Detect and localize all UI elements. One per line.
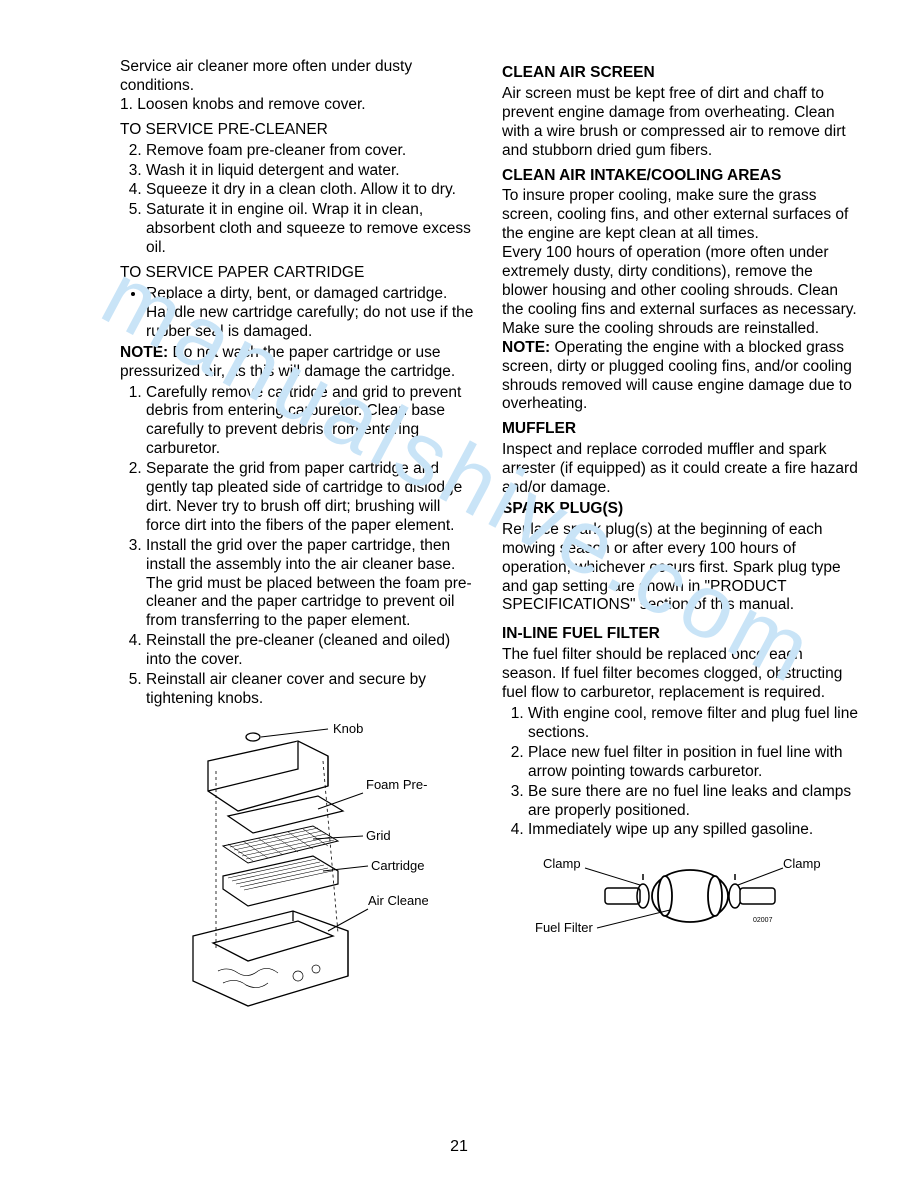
cartridge-list: Carefully remove cartridge and grid to p… [120,384,476,709]
precleaner-step: Squeeze it dry in a clean cloth. Allow i… [146,181,476,200]
svg-text:02007: 02007 [753,917,773,924]
cartridge-bullets: Replace a dirty, bent, or damaged cartri… [120,285,476,342]
cooling-text-b: Every 100 hours of operation (more often… [502,244,858,339]
page-content: Service air cleaner more often under dus… [120,58,858,1021]
muffler-heading: MUFFLER [502,420,858,439]
precleaner-step: Remove foam pre-cleaner from cover. [146,142,476,161]
precleaner-list: Remove foam pre-cleaner from cover. Wash… [120,142,476,258]
fuel-filter-svg: Clamp Clamp Fuel Filter 02007 [535,850,825,945]
fuel-step: Place new fuel filter in position in fue… [528,744,858,782]
air-screen-text: Air screen must be kept free of dirt and… [502,85,858,161]
label-filter: Fuel Filter [535,920,593,935]
cartridge-step: Reinstall the pre-cleaner (cleaned and o… [146,632,476,670]
cartridge-step: Separate the grid from paper cartridge a… [146,460,476,536]
air-cleaner-figure: Knob Foam Pre-Cleaner [120,721,476,1021]
label-cartridge: Cartridge [371,858,424,873]
cartridge-step: Carefully remove cartridge and grid to p… [146,384,476,460]
note-text: Do not wash the paper cartridge or use p… [120,344,455,380]
fuel-filter-figure: Clamp Clamp Fuel Filter 02007 [502,850,858,945]
spark-text: Replace spark plug(s) at the beginning o… [502,521,858,616]
label-clamp-right: Clamp [783,856,821,871]
cooling-text-a: To insure proper cooling, make sure the … [502,187,858,244]
cooling-heading: CLEAN AIR INTAKE/COOLING AREAS [502,167,858,186]
air-screen-heading: CLEAN AIR SCREEN [502,64,858,83]
fuel-filter-text: The fuel filter should be replaced once … [502,646,858,703]
fuel-filter-heading: IN-LINE FUEL FILTER [502,625,858,644]
spark-heading: SPARK PLUG(S) [502,500,858,519]
cartridge-step: Reinstall air cleaner cover and secure b… [146,671,476,709]
precleaner-heading: TO SERVICE PRE-CLEANER [120,121,476,140]
note-text: Operating the engine with a blocked gras… [502,339,852,413]
fuel-filter-list: With engine cool, remove filter and plug… [502,705,858,840]
label-grid: Grid [366,828,391,843]
fuel-step: Be sure there are no fuel line leaks and… [528,783,858,821]
page-number: 21 [0,1138,918,1156]
cartridge-bullet: Replace a dirty, bent, or damaged cartri… [146,285,476,342]
label-base: Air Cleaner Base [368,893,428,908]
right-column: CLEAN AIR SCREEN Air screen must be kept… [502,58,858,1021]
left-column: Service air cleaner more often under dus… [120,58,476,1021]
cartridge-heading: TO SERVICE PAPER CARTRIDGE [120,264,476,283]
intro-line-2: 1. Loosen knobs and remove cover. [120,96,476,115]
label-foam-1: Foam Pre-Cleaner [366,777,428,792]
intro-line-1: Service air cleaner more often under dus… [120,58,476,96]
note-label: NOTE: [502,339,550,356]
label-knob: Knob [333,721,363,736]
air-cleaner-svg: Knob Foam Pre-Cleaner [168,721,428,1021]
note-label: NOTE: [120,344,168,361]
precleaner-step: Saturate it in engine oil. Wrap it in cl… [146,201,476,258]
precleaner-step: Wash it in liquid detergent and water. [146,162,476,181]
muffler-text: Inspect and replace corroded muffler and… [502,441,858,498]
fuel-step: Immediately wipe up any spilled gasoline… [528,821,858,840]
cartridge-note: NOTE: Do not wash the paper cartridge or… [120,344,476,382]
fuel-step: With engine cool, remove filter and plug… [528,705,858,743]
cooling-note: NOTE: Operating the engine with a blocke… [502,339,858,415]
cartridge-step: Install the grid over the paper cartridg… [146,537,476,632]
label-clamp-left: Clamp [543,856,581,871]
